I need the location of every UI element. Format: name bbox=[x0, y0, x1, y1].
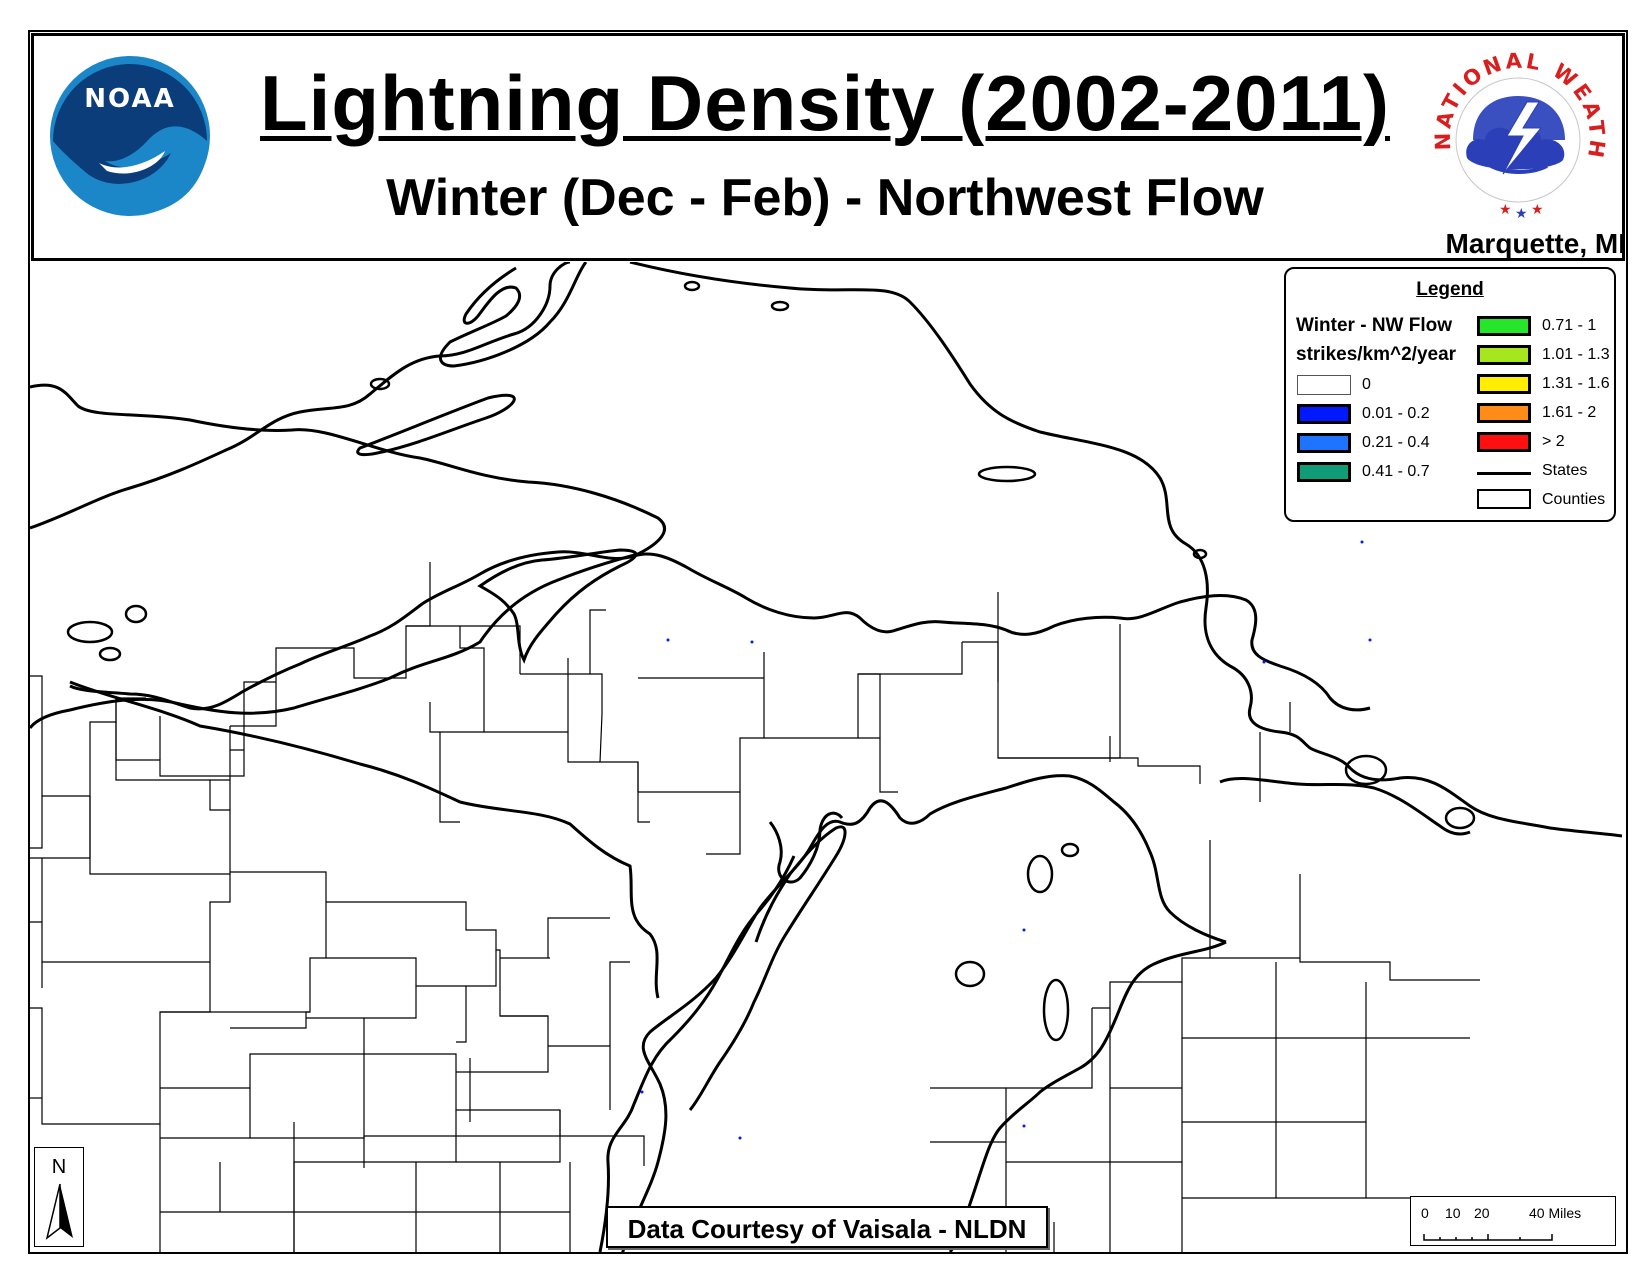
door-peninsula bbox=[688, 825, 847, 1111]
county-lines-lower-mi bbox=[930, 840, 1480, 1252]
lightning-density-points bbox=[640, 540, 1372, 1140]
legend-label-2: 0.21 - 0.4 bbox=[1362, 434, 1430, 451]
legend-states-label: States bbox=[1542, 462, 1588, 479]
legend-field-label: Winter - NW Flow bbox=[1296, 315, 1453, 336]
keweenaw-peninsula bbox=[477, 548, 638, 664]
noaa-logo: NOAA bbox=[50, 56, 210, 216]
island bbox=[954, 960, 986, 988]
scale-bar-graphic bbox=[1423, 1234, 1553, 1241]
island bbox=[98, 646, 122, 662]
lake-superior-north-shore bbox=[30, 262, 571, 530]
svg-text:★: ★ bbox=[1531, 201, 1544, 217]
svg-text:★: ★ bbox=[1515, 205, 1528, 221]
north-arrow-icon bbox=[45, 1183, 73, 1240]
scale-tick-20: 20 bbox=[1474, 1205, 1490, 1221]
map-subtitle: Winter (Dec - Feb) - Northwest Flow bbox=[386, 169, 1264, 227]
scale-tick-10: 10 bbox=[1445, 1205, 1461, 1221]
georgian-shore bbox=[1219, 777, 1471, 836]
thunder-bay-shore bbox=[439, 262, 588, 368]
legend-swatch-0 bbox=[1297, 375, 1351, 395]
lake-michigan-shore bbox=[621, 774, 1227, 1252]
legend-units-label: strikes/km^2/year bbox=[1296, 344, 1457, 365]
north-arrow-label: N bbox=[51, 1156, 67, 1178]
legend-label-7: 1.61 - 2 bbox=[1542, 404, 1597, 421]
island bbox=[1192, 548, 1208, 560]
data-credit: Data Courtesy of Vaisala - NLDN bbox=[606, 1206, 1048, 1248]
scale-bar: 0 10 20 40 Miles bbox=[1410, 1196, 1616, 1246]
legend-label-3: 0.41 - 0.7 bbox=[1362, 463, 1430, 480]
legend-label-5: 1.01 - 1.3 bbox=[1542, 346, 1610, 363]
island bbox=[977, 465, 1037, 483]
legend-label-0: 0 bbox=[1362, 376, 1371, 393]
island bbox=[1042, 978, 1070, 1042]
map-canvas bbox=[30, 262, 1622, 1252]
bay-de-noc bbox=[768, 811, 844, 884]
legend-swatch-8 bbox=[1477, 432, 1531, 452]
legend-swatch-2 bbox=[1297, 433, 1351, 453]
legend-states-line bbox=[1477, 472, 1531, 475]
legend-label-6: 1.31 - 1.6 bbox=[1542, 375, 1610, 392]
island bbox=[369, 377, 391, 391]
state-line-wi-mi bbox=[69, 680, 660, 999]
legend-swatch-7 bbox=[1477, 403, 1531, 423]
lake-michigan-east-shore bbox=[948, 940, 1227, 1252]
superior-south-shore bbox=[69, 550, 1371, 712]
island bbox=[1344, 754, 1388, 786]
header-panel bbox=[31, 33, 1625, 261]
legend-title: Legend bbox=[1416, 279, 1484, 300]
map-title: Lightning Density (2002-2011) bbox=[260, 59, 1390, 147]
legend-label-4: 0.71 - 1 bbox=[1542, 317, 1597, 334]
island bbox=[66, 620, 114, 644]
legend-swatch-5 bbox=[1477, 345, 1531, 365]
island bbox=[770, 300, 790, 312]
legend-counties-label: Counties bbox=[1542, 491, 1606, 508]
legend-counties-swatch bbox=[1477, 489, 1531, 509]
isle-royale bbox=[356, 393, 516, 457]
legend-swatch-3 bbox=[1297, 462, 1351, 482]
legend-label-1: 0.01 - 0.2 bbox=[1362, 405, 1430, 422]
legend-swatch-6 bbox=[1477, 374, 1531, 394]
office-label: Marquette, MI bbox=[1445, 228, 1626, 259]
island bbox=[1444, 806, 1476, 830]
nws-logo: NATIONAL WEATHER SERVICE ★ ★ ★ bbox=[1423, 40, 1606, 221]
county-lines bbox=[30, 562, 1201, 1252]
map-frame bbox=[28, 30, 1628, 1254]
legend-swatch-4 bbox=[1477, 316, 1531, 336]
legend-label-8: > 2 bbox=[1542, 433, 1565, 450]
island bbox=[683, 280, 701, 292]
north-arrow: N bbox=[34, 1147, 84, 1247]
scale-tick-40: 40 Miles bbox=[1529, 1205, 1582, 1221]
legend-swatch-1 bbox=[1297, 404, 1351, 424]
county-lines-canada bbox=[1109, 702, 1291, 802]
island bbox=[124, 604, 148, 624]
noaa-logo-text: NOAA bbox=[84, 84, 175, 114]
canada-shore-east bbox=[629, 262, 1622, 838]
svg-text:★: ★ bbox=[1499, 201, 1512, 217]
island bbox=[1060, 842, 1080, 858]
green-bay-west-shore bbox=[598, 855, 796, 1252]
island bbox=[1026, 854, 1054, 894]
scale-tick-0: 0 bbox=[1421, 1205, 1429, 1221]
